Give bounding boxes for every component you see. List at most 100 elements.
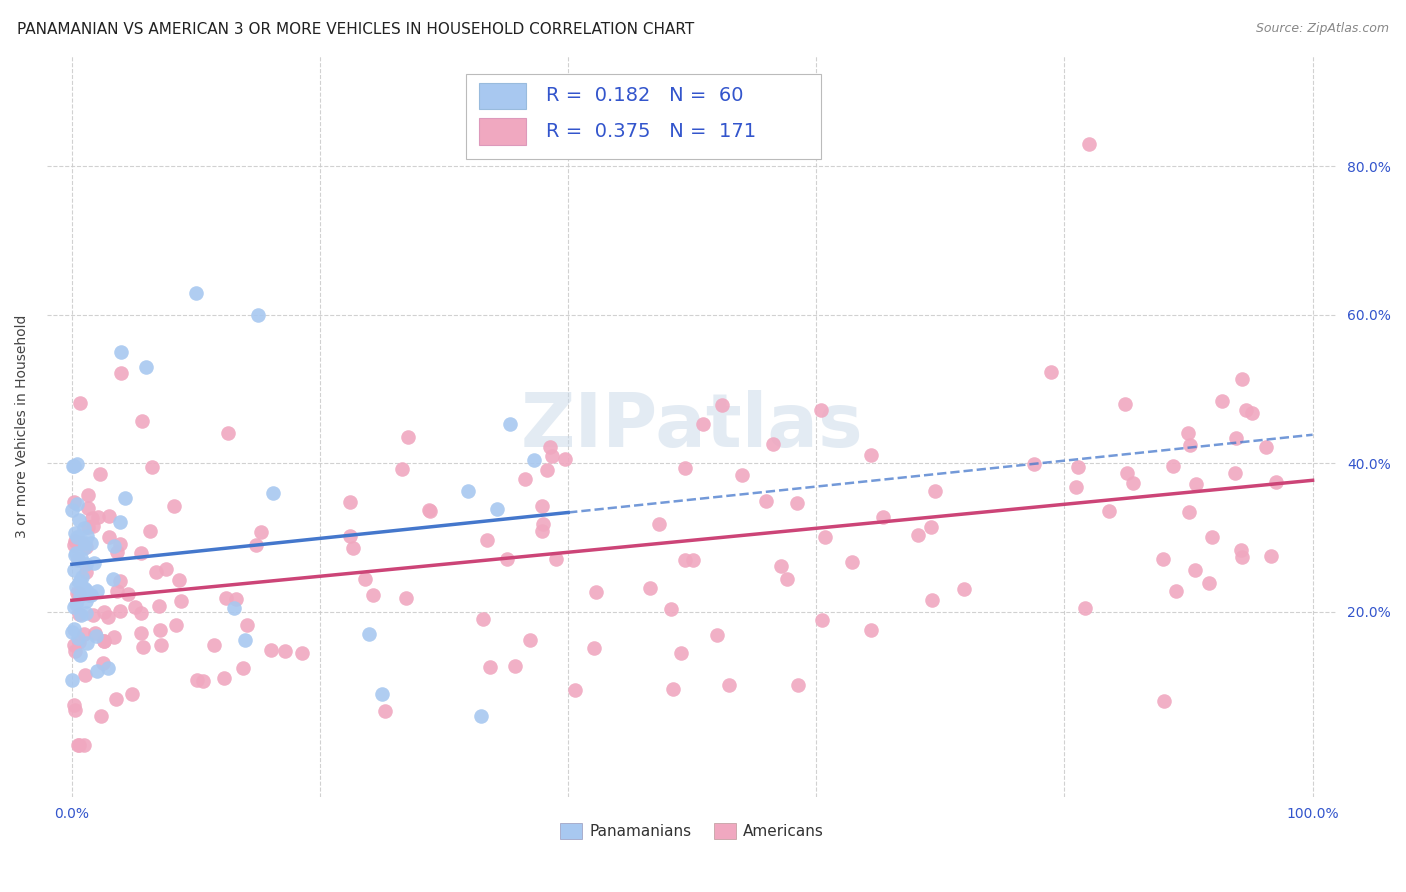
Point <box>60 673 83 687</box>
Point <box>841 555 863 569</box>
Point <box>70 536 93 550</box>
Point <box>63 643 86 657</box>
Point <box>72 569 94 583</box>
Point <box>69 574 91 589</box>
Point <box>65 580 87 594</box>
Point <box>457 484 479 499</box>
Point <box>124 599 146 614</box>
Point <box>65 597 87 611</box>
Point <box>132 640 155 654</box>
Point <box>63 703 86 717</box>
Point <box>233 633 256 648</box>
Point <box>486 502 509 516</box>
Point <box>96 661 118 675</box>
Point <box>1153 694 1175 708</box>
Point <box>77 588 100 602</box>
Point <box>66 530 89 544</box>
Point <box>110 345 132 359</box>
Point <box>718 678 741 692</box>
Point <box>1152 552 1174 566</box>
Point <box>82 608 104 623</box>
Point <box>73 541 96 555</box>
Point <box>63 548 86 562</box>
Point <box>1240 406 1263 420</box>
Point <box>1178 505 1201 519</box>
Point <box>191 673 214 688</box>
Point <box>184 285 207 300</box>
Point <box>138 524 160 538</box>
Point <box>921 592 943 607</box>
Point <box>692 417 714 431</box>
Point <box>62 495 84 509</box>
Point <box>391 461 413 475</box>
Point <box>1067 459 1090 474</box>
Point <box>69 396 91 410</box>
Point <box>762 437 785 451</box>
Point <box>65 546 87 560</box>
Point <box>73 581 96 595</box>
Point <box>1211 393 1233 408</box>
Point <box>103 539 125 553</box>
Point <box>538 440 561 454</box>
Point <box>1260 549 1282 564</box>
Point <box>361 588 384 602</box>
Point <box>1073 601 1095 615</box>
Point <box>93 633 115 648</box>
Point <box>215 591 238 606</box>
Point <box>706 628 728 642</box>
Point <box>63 698 86 713</box>
Point <box>371 686 394 700</box>
Point <box>1039 365 1062 379</box>
Point <box>339 529 361 543</box>
Point <box>953 582 976 596</box>
Point <box>353 572 375 586</box>
Point <box>108 574 131 589</box>
Point <box>69 648 91 662</box>
Point <box>69 590 91 604</box>
Point <box>76 488 98 502</box>
Point <box>811 613 834 627</box>
Point <box>75 668 97 682</box>
Point <box>544 552 567 566</box>
Point <box>93 634 115 648</box>
Point <box>1098 503 1121 517</box>
Point <box>924 484 946 499</box>
Point <box>131 414 153 428</box>
Point <box>62 600 84 615</box>
Point <box>236 618 259 632</box>
Point <box>395 591 418 605</box>
Point <box>231 661 253 675</box>
Point <box>101 572 124 586</box>
Point <box>659 601 682 615</box>
Point <box>638 581 661 595</box>
Point <box>75 594 97 608</box>
Point <box>274 644 297 658</box>
Point <box>67 631 90 645</box>
Point <box>67 585 90 599</box>
Point <box>470 708 492 723</box>
Point <box>76 519 98 533</box>
Point <box>710 398 733 412</box>
Point <box>86 583 108 598</box>
Text: R =  0.182   N =  60: R = 0.182 N = 60 <box>547 87 744 105</box>
Point <box>1177 425 1199 440</box>
FancyBboxPatch shape <box>479 119 526 145</box>
Point <box>66 739 89 753</box>
Point <box>66 457 89 471</box>
Point <box>83 556 105 570</box>
Point <box>76 636 98 650</box>
Point <box>149 623 172 637</box>
Point <box>75 565 97 579</box>
Point <box>648 516 671 531</box>
Point <box>682 553 704 567</box>
Point <box>75 540 97 554</box>
Text: Source: ZipAtlas.com: Source: ZipAtlas.com <box>1256 22 1389 36</box>
Point <box>212 671 235 685</box>
Point <box>1201 530 1223 544</box>
Point <box>246 308 269 322</box>
Point <box>359 627 381 641</box>
Point <box>859 624 882 638</box>
Point <box>87 510 110 524</box>
Point <box>519 632 541 647</box>
Point <box>90 708 112 723</box>
